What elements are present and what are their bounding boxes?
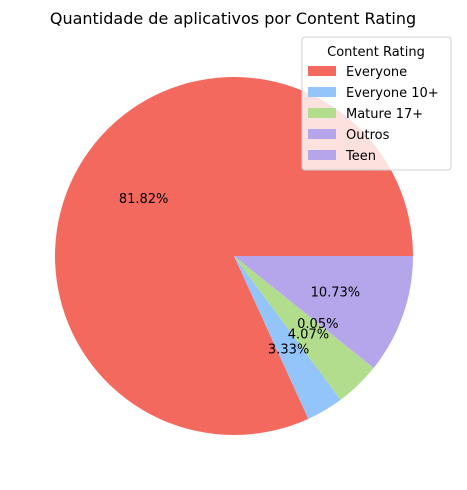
legend: Content Rating Everyone Everyone 10+ Matur…: [301, 36, 452, 171]
legend-frame: [301, 36, 452, 171]
legend-swatch: [308, 150, 336, 160]
pie-percent-label: 4.07%: [288, 327, 329, 342]
legend-swatch: [308, 129, 336, 139]
pie-percent-label: 10.73%: [311, 286, 361, 301]
pie-percent-label: 0.05%: [297, 317, 338, 332]
legend-title: Content Rating: [327, 45, 425, 60]
legend-items: Everyone Everyone 10+ Mature 17+ Outros Teen: [308, 65, 439, 164]
legend-label: Mature 17+: [346, 107, 423, 122]
pie-percent-label: 3.33%: [268, 342, 309, 357]
legend-swatch: [308, 108, 336, 118]
chart-title: Quantidade de aplicativos por Content Ra…: [50, 9, 416, 28]
pie-percent-label: 81.82%: [119, 192, 169, 207]
pie-slice-teen: [234, 256, 413, 368]
legend-swatch: [308, 66, 336, 76]
legend-label: Everyone 10+: [346, 86, 439, 101]
pie-slice-everyone-10: [234, 256, 341, 419]
pie-slice-outros: [234, 256, 374, 369]
legend-label: Outros: [346, 128, 390, 143]
pie-percent-labels: 81.82% 3.33%4.07%0.05% 10.73%: [119, 192, 360, 358]
pie-slice-mature-17: [234, 256, 374, 400]
legend-label: Teen: [345, 149, 376, 164]
legend-label: Everyone: [346, 65, 407, 80]
legend-swatch: [308, 87, 336, 97]
